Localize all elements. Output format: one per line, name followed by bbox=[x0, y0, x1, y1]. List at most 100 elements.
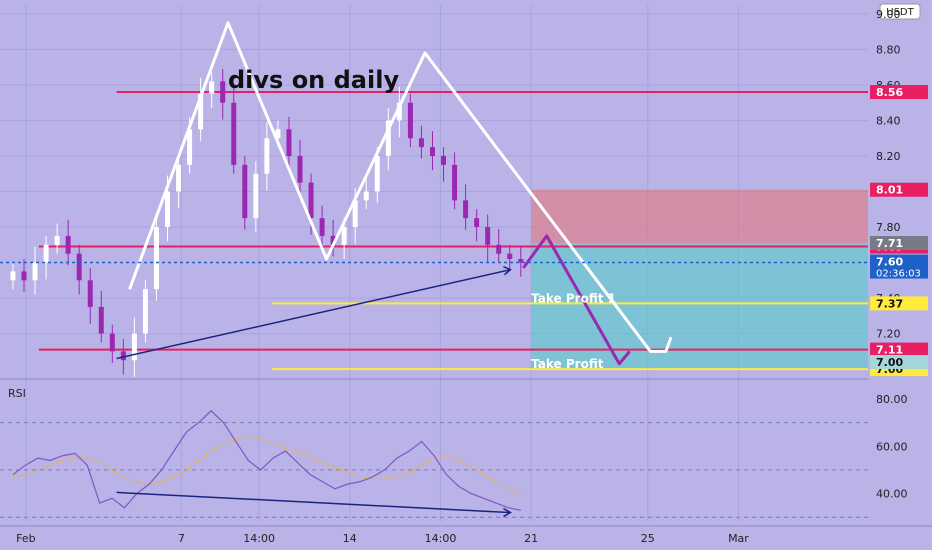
candle-body bbox=[319, 218, 325, 236]
candle-body bbox=[474, 218, 480, 228]
axis-tag-1: 7.71 bbox=[876, 237, 903, 250]
stop-zone bbox=[531, 189, 868, 244]
candle-body bbox=[396, 102, 402, 121]
candle-body bbox=[264, 138, 270, 174]
level-tag-3-bg bbox=[870, 296, 928, 311]
candle-body bbox=[98, 306, 104, 334]
rsi-pane bbox=[0, 409, 868, 518]
drawings[interactable]: Take Profit 1 Take Profit bbox=[0, 21, 868, 371]
currency-label: USDT bbox=[886, 7, 914, 18]
candle-body bbox=[452, 164, 458, 201]
rsi-tick-label: 40.00 bbox=[876, 488, 908, 501]
candle-body bbox=[374, 155, 380, 192]
level-tag-3: 7.37 bbox=[876, 297, 903, 310]
chart-title: divs on daily bbox=[228, 66, 399, 94]
purple-projection-line bbox=[522, 234, 631, 366]
candle-body bbox=[242, 164, 248, 219]
candle-body bbox=[507, 253, 513, 259]
candle-body bbox=[165, 191, 171, 228]
rsi-tick-label: 60.00 bbox=[876, 440, 908, 453]
take-profit-label-1: Take Profit bbox=[531, 357, 604, 371]
candle-body bbox=[76, 253, 82, 281]
candle-body bbox=[363, 191, 369, 201]
candle-body bbox=[418, 138, 424, 148]
candle-body bbox=[441, 155, 447, 165]
x-tick-label: 25 bbox=[641, 532, 655, 545]
candle-body bbox=[153, 227, 159, 290]
rsi-label: RSI bbox=[8, 387, 26, 400]
rsi-ma-line bbox=[12, 436, 522, 495]
level-tag-2-bg bbox=[870, 342, 928, 357]
countdown-tag: 02:36:03 bbox=[876, 269, 921, 280]
candle-body bbox=[220, 81, 226, 103]
x-tick-label: 14:00 bbox=[425, 532, 457, 545]
candle-body bbox=[176, 164, 182, 192]
candle-body bbox=[87, 280, 93, 307]
axis-tag-2: 7.00 bbox=[876, 356, 903, 369]
candle-body bbox=[385, 120, 391, 156]
candle-body bbox=[429, 147, 435, 156]
x-tick-label: Mar bbox=[728, 532, 749, 545]
candle-body bbox=[120, 351, 126, 361]
y-tick-label: 8.20 bbox=[876, 150, 901, 163]
candle-body bbox=[463, 200, 469, 219]
axis-tag-0-bg bbox=[870, 182, 928, 197]
level-tag-2: 7.11 bbox=[876, 344, 903, 357]
price-tag: 7.60 bbox=[876, 256, 903, 269]
price-levels[interactable] bbox=[38, 91, 868, 371]
time-axis[interactable]: Feb 7 14:00 14 14:00 21 25 Mar bbox=[0, 525, 932, 550]
x-tick-label: 21 bbox=[524, 532, 538, 545]
y-tick-label: 7.20 bbox=[876, 328, 901, 341]
y-tick-label: 9.00 bbox=[876, 8, 901, 21]
candle-body bbox=[54, 235, 60, 245]
rsi-divergence-arrowhead bbox=[503, 507, 512, 518]
candle-body bbox=[352, 200, 358, 228]
rsi-tick-label: 80.00 bbox=[876, 393, 908, 406]
candle-body bbox=[187, 129, 193, 165]
white-pattern-line bbox=[128, 21, 673, 353]
time-axis-bg bbox=[0, 526, 932, 550]
x-tick-label: 7 bbox=[178, 532, 185, 545]
take-profit-label-0: Take Profit 1 bbox=[531, 291, 616, 305]
candle-body bbox=[10, 271, 16, 281]
level-tag-0: 8.56 bbox=[876, 86, 903, 99]
candle-body bbox=[65, 235, 71, 254]
candle-body bbox=[43, 244, 49, 263]
candle-body bbox=[32, 262, 38, 281]
candle-body bbox=[21, 271, 27, 281]
candle-body bbox=[518, 258, 524, 263]
price-divergence-arrowhead bbox=[503, 265, 512, 276]
candle-body bbox=[496, 244, 502, 254]
candle-body bbox=[308, 182, 314, 219]
price-divergence-line bbox=[116, 268, 511, 360]
candle-body bbox=[209, 81, 215, 94]
level-tag-0-bg bbox=[870, 85, 928, 100]
axis-tag-1-bg bbox=[870, 236, 928, 251]
x-tick-label: Feb bbox=[16, 532, 35, 545]
price-tag-bg bbox=[870, 254, 928, 279]
candle-body bbox=[231, 102, 237, 165]
price-axis[interactable]: USDT9.008.808.608.408.208.007.807.407.20… bbox=[868, 0, 932, 550]
x-tick-label: 14:00 bbox=[243, 532, 275, 545]
candle-body bbox=[275, 129, 281, 139]
candle-body bbox=[142, 289, 148, 334]
candle-body bbox=[253, 173, 259, 219]
x-tick-label: 14 bbox=[343, 532, 357, 545]
rsi-divergence-line bbox=[116, 491, 511, 514]
candle-body bbox=[109, 333, 115, 352]
candle-body bbox=[341, 227, 347, 245]
y-tick-label: 8.40 bbox=[876, 114, 901, 127]
position-tool[interactable] bbox=[531, 189, 868, 370]
currency-badge bbox=[879, 3, 921, 20]
rsi-line bbox=[12, 409, 521, 511]
candle-body bbox=[485, 227, 491, 245]
axis-tag-2-bg bbox=[870, 355, 928, 370]
candle-body bbox=[330, 235, 336, 245]
candle-body bbox=[297, 155, 303, 183]
candles bbox=[10, 68, 524, 378]
candle-body bbox=[131, 333, 137, 361]
y-tick-label: 8.80 bbox=[876, 43, 901, 56]
candle-body bbox=[198, 93, 204, 130]
